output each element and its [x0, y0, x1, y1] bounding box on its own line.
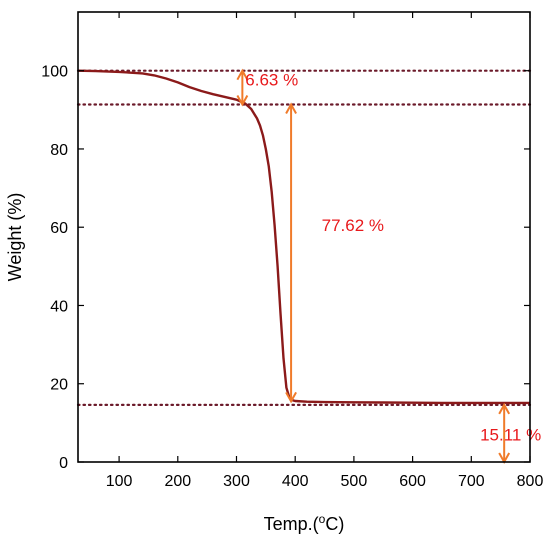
y-tick-label: 40	[50, 298, 68, 315]
y-tick-label: 20	[50, 377, 68, 394]
y-tick-label: 60	[50, 220, 68, 237]
percentage-annotation: 6.63 %	[245, 71, 298, 90]
arrow-head-up	[236, 68, 249, 81]
percentage-annotation: 15.11 %	[480, 425, 541, 444]
y-axis: 0 20 40 60 80 100	[41, 64, 530, 472]
reference-lines	[76, 69, 532, 406]
x-tick-label: 300	[223, 473, 250, 490]
arrow-head-up	[498, 402, 511, 415]
x-tick-label: 500	[341, 473, 368, 490]
percentage-annotation: 77.62 %	[322, 216, 384, 235]
arrow-head-down	[285, 391, 297, 404]
x-axis: 100 200 300 400 500 600 700 800	[106, 12, 544, 490]
x-axis-title: Temp.(oC)	[264, 512, 345, 534]
x-tick-label: 800	[517, 473, 544, 490]
x-tick-label: 600	[399, 473, 426, 490]
y-axis-title: Weight (%)	[5, 193, 25, 282]
x-tick-label: 700	[458, 473, 485, 490]
annotation-layer: 6.63 % 77.62 % 15.11 %	[245, 71, 541, 445]
x-axis-title-suffix: C)	[325, 514, 344, 534]
dimension-arrow	[236, 68, 249, 107]
x-tick-label: 200	[164, 473, 191, 490]
y-tick-label: 100	[41, 64, 68, 81]
x-tick-label: 100	[106, 473, 133, 490]
curve-layer	[77, 69, 530, 405]
arrow-head-up	[285, 102, 297, 114]
x-axis-title-superscript: o	[319, 512, 326, 526]
dimension-arrow	[285, 102, 297, 404]
y-tick-label: 0	[59, 455, 68, 472]
x-axis-title-prefix: Temp.(	[264, 514, 319, 534]
arrow-head-down	[236, 94, 249, 107]
weight-curve	[77, 69, 530, 405]
y-tick-label: 80	[50, 142, 68, 159]
x-tick-label: 400	[282, 473, 309, 490]
plot-frame	[77, 11, 531, 463]
arrow-layer	[236, 68, 511, 465]
